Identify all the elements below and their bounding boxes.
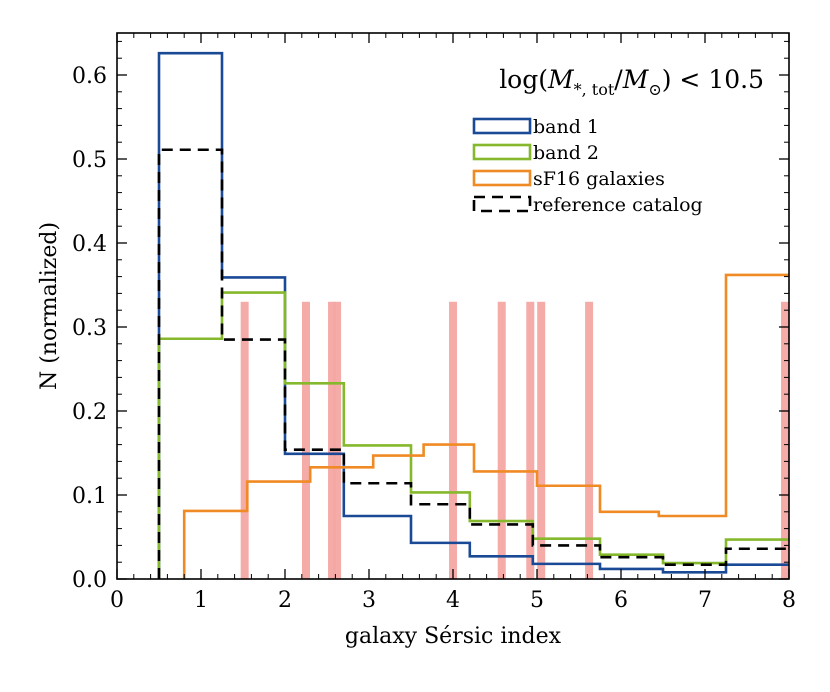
vertical-band-9 (781, 301, 789, 579)
mass-cut-annotation: log(M*, tot/M⊙) < 10.5 (499, 65, 764, 99)
y-tick-label-0: 0.0 (72, 568, 107, 593)
legend-label-band-2: band 2 (533, 142, 599, 164)
y-tick-label-2: 0.2 (72, 400, 107, 425)
series-reference-catalog-line (157, 148, 789, 579)
axis-ticks-layer (116, 33, 790, 580)
x-tick-label-2: 2 (278, 588, 292, 613)
vertical-bands-layer (240, 301, 789, 579)
vertical-band-2 (328, 301, 337, 579)
vertical-band-5 (497, 301, 506, 579)
y-tick-label-5: 0.5 (72, 148, 107, 173)
vertical-band-4 (449, 301, 457, 579)
legend-swatch-sf16-galaxies (472, 169, 532, 187)
vertical-band-7 (537, 301, 546, 579)
legend-label-band-1: band 1 (533, 116, 599, 138)
legend-swatch-reference-catalog (472, 195, 532, 213)
legend-swatch-band-2 (472, 143, 532, 161)
legend-label-reference-catalog: reference catalog (533, 194, 703, 216)
axis-tick-labels-layer: 0 1 2 3 4 5 6 7 8 0.0 0.1 0.2 0.3 0.4 0.5 0.6 (72, 64, 796, 613)
x-tick-label-4: 4 (446, 588, 460, 613)
x-tick-label-1: 1 (194, 588, 208, 613)
series-band-1-line (157, 51, 789, 579)
legend-swatch-band-1 (472, 117, 532, 135)
legend: band 1 band 2 sF16 galaxies reference catal… (472, 116, 703, 216)
x-tick-label-8: 8 (782, 588, 796, 613)
x-tick-label-3: 3 (362, 588, 376, 613)
vertical-band-6 (526, 301, 535, 579)
legend-label-sf16-galaxies: sF16 galaxies (533, 168, 665, 190)
x-tick-label-0: 0 (110, 588, 124, 613)
y-tick-label-3: 0.3 (72, 316, 107, 341)
vertical-band-3 (333, 301, 342, 579)
histogram-series-layer (157, 51, 789, 579)
x-tick-label-5: 5 (530, 588, 544, 613)
x-tick-label-6: 6 (614, 588, 628, 613)
y-tick-label-1: 0.1 (72, 484, 107, 509)
x-axis-label: galaxy Sérsic index (345, 624, 562, 649)
y-axis-label: N (normalized) (37, 222, 62, 390)
y-tick-label-4: 0.4 (72, 232, 107, 257)
series-sf16-galaxies-line (182, 273, 789, 579)
vertical-band-8 (585, 301, 594, 579)
vertical-band-0 (240, 301, 249, 579)
vertical-band-1 (302, 301, 310, 579)
x-tick-label-7: 7 (698, 588, 712, 613)
y-tick-label-6: 0.6 (72, 64, 107, 89)
series-band-2-line (157, 291, 789, 579)
